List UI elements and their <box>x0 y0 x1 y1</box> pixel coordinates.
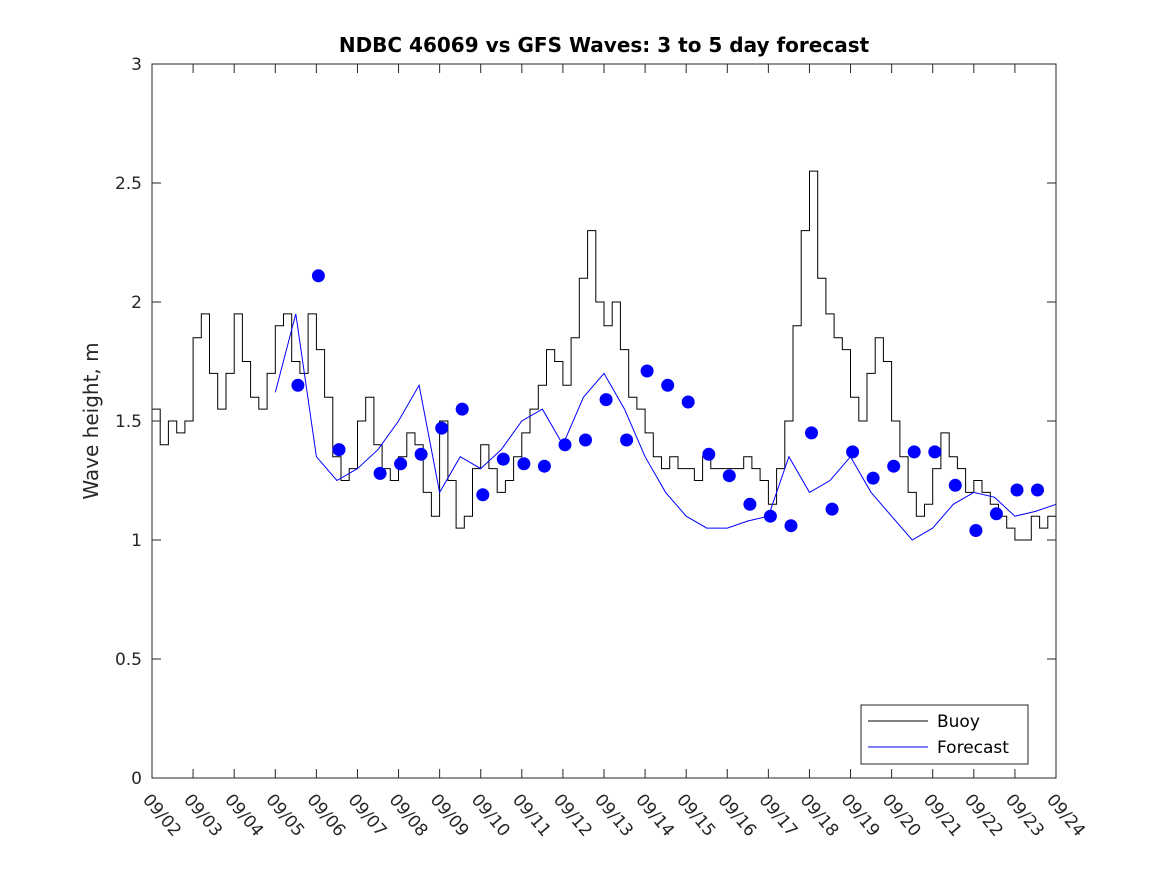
legend-forecast-label: Forecast <box>937 738 1009 758</box>
forecast-marker <box>599 393 613 407</box>
forecast-marker <box>332 443 346 457</box>
series-forecast-line <box>274 313 1057 541</box>
forecast-marker <box>476 488 490 502</box>
chart-title: NDBC 46069 vs GFS Waves: 3 to 5 day fore… <box>339 33 870 57</box>
forecast-marker <box>866 471 880 485</box>
forecast-marker <box>311 269 325 283</box>
forecast-marker <box>887 459 901 473</box>
forecast-marker <box>702 447 716 461</box>
forecast-marker <box>989 507 1003 521</box>
forecast-marker <box>825 502 839 516</box>
y-tick-label: 3 <box>131 55 142 75</box>
y-tick-label: 2 <box>131 293 142 313</box>
forecast-marker <box>558 438 572 452</box>
forecast-marker <box>291 378 305 392</box>
y-axis-label: Wave height, m <box>79 342 103 499</box>
forecast-marker <box>1010 483 1024 497</box>
forecast-marker <box>722 469 736 483</box>
plot-area <box>152 64 1056 778</box>
forecast-marker <box>640 364 654 378</box>
forecast-marker <box>907 445 921 459</box>
series-buoy-line <box>152 170 1057 541</box>
forecast-marker <box>805 426 818 440</box>
y-tick-label: 1 <box>131 531 142 551</box>
y-tick-label: 0.5 <box>115 650 142 670</box>
y-tick-label: 0 <box>131 769 142 789</box>
forecast-marker <box>579 433 592 447</box>
forecast-marker <box>455 402 469 416</box>
forecast-marker <box>496 452 510 466</box>
forecast-marker <box>435 421 449 435</box>
forecast-marker <box>620 433 634 447</box>
forecast-marker <box>661 378 675 392</box>
forecast-marker <box>846 445 860 459</box>
forecast-marker <box>373 466 387 480</box>
forecast-marker <box>948 478 962 492</box>
series-layer <box>152 170 1057 541</box>
forecast-marker <box>537 459 551 473</box>
forecast-marker <box>394 457 408 471</box>
forecast-marker <box>969 524 983 537</box>
legend-buoy-label: Buoy <box>937 712 980 732</box>
legend: Buoy Forecast <box>860 704 1029 765</box>
forecast-marker <box>1031 483 1044 497</box>
forecast-marker <box>928 445 942 459</box>
forecast-marker <box>743 497 757 511</box>
forecast-marker <box>517 457 531 471</box>
forecast-marker <box>414 447 428 461</box>
y-tick-label: 1.5 <box>115 412 142 432</box>
forecast-marker <box>681 395 695 409</box>
y-tick-label: 2.5 <box>115 174 142 194</box>
forecast-marker <box>763 509 777 523</box>
forecast-marker <box>784 519 798 533</box>
legend-box <box>860 704 1029 765</box>
